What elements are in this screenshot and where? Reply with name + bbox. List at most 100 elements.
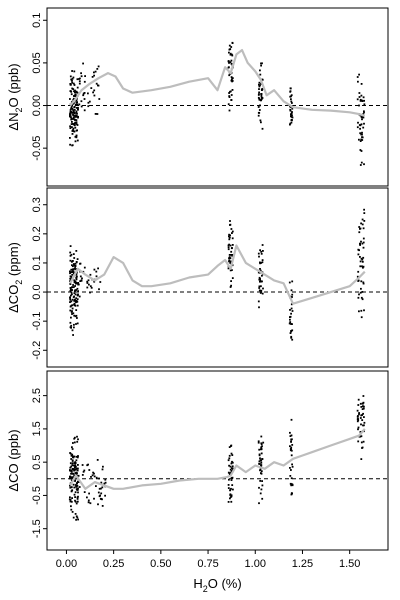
- data-point: [73, 323, 75, 326]
- data-point: [359, 291, 362, 294]
- data-point: [260, 452, 263, 455]
- data-point: [259, 249, 261, 252]
- data-point: [71, 497, 73, 499]
- data-point: [289, 95, 292, 98]
- data-point: [258, 255, 260, 258]
- data-point: [227, 487, 230, 489]
- data-point: [228, 478, 230, 481]
- data-point: [78, 486, 81, 488]
- data-point: [77, 518, 79, 521]
- data-point: [75, 119, 78, 121]
- data-point: [69, 301, 71, 303]
- data-point: [363, 99, 365, 102]
- data-point: [258, 289, 261, 292]
- data-point: [69, 125, 71, 128]
- data-point: [77, 283, 80, 286]
- data-point: [69, 98, 71, 100]
- data-point: [99, 494, 101, 497]
- data-point: [100, 481, 103, 484]
- data-point: [362, 116, 365, 119]
- data-point: [72, 456, 75, 459]
- x-tick-label: 0.00: [56, 558, 77, 570]
- data-point: [73, 118, 76, 121]
- x-tick-label: 0.50: [150, 558, 171, 570]
- data-point: [261, 88, 264, 90]
- data-point: [73, 326, 75, 329]
- data-point: [290, 477, 293, 480]
- data-point: [231, 465, 234, 468]
- plot-frame: [46, 187, 389, 368]
- data-point: [228, 446, 231, 448]
- data-point: [290, 449, 293, 452]
- data-point: [70, 500, 73, 503]
- data-point: [76, 500, 79, 503]
- data-point: [69, 109, 72, 111]
- y-tick-label: 0.0: [31, 284, 43, 299]
- plot-frame: [46, 370, 389, 551]
- data-point: [357, 415, 359, 417]
- data-point: [357, 253, 360, 256]
- data-point: [74, 480, 76, 482]
- data-point: [86, 282, 89, 284]
- data-point: [357, 398, 360, 401]
- data-point: [230, 495, 233, 498]
- data-point: [86, 280, 89, 283]
- data-point: [77, 464, 79, 466]
- data-point: [70, 78, 73, 81]
- data-point: [261, 127, 264, 130]
- data-point: [72, 483, 75, 486]
- data-point: [230, 284, 232, 287]
- data-point: [290, 446, 293, 449]
- data-point: [72, 109, 75, 112]
- data-point: [289, 309, 291, 311]
- data-point: [75, 277, 78, 279]
- panels: -0.05 0.00 0.05 0.1 ΔN2O (ppb) -0.2 -0.1 0.0 0.1…: [6, 7, 389, 594]
- data-point: [76, 298, 79, 301]
- data-point: [80, 72, 82, 75]
- data-point: [76, 304, 79, 307]
- data-point: [79, 77, 81, 80]
- data-point: [77, 438, 79, 441]
- data-point: [361, 131, 363, 134]
- data-point: [231, 454, 234, 456]
- data-point: [231, 53, 233, 56]
- data-point: [289, 475, 292, 477]
- data-point: [291, 114, 293, 117]
- data-point: [228, 95, 231, 97]
- data-point: [361, 298, 364, 301]
- data-point: [230, 99, 233, 101]
- data-point: [229, 220, 231, 222]
- data-point: [261, 274, 263, 277]
- data-point: [290, 113, 292, 116]
- data-point: [229, 61, 232, 64]
- data-point: [260, 64, 262, 67]
- data-point: [363, 111, 365, 114]
- data-point: [77, 491, 79, 494]
- data-point: [98, 487, 101, 490]
- data-point: [260, 250, 263, 253]
- data-point: [69, 476, 71, 478]
- data-point: [77, 282, 80, 284]
- data-point: [71, 462, 74, 465]
- data-point: [361, 419, 364, 421]
- data-point: [289, 467, 291, 469]
- data-point: [230, 250, 233, 253]
- data-point: [70, 326, 72, 329]
- data-point: [80, 75, 83, 78]
- data-point: [231, 42, 234, 44]
- data-point: [230, 445, 232, 447]
- data-point: [363, 405, 365, 408]
- data-point: [83, 491, 86, 493]
- data-point: [356, 420, 359, 423]
- data-point: [356, 98, 359, 101]
- data-point: [260, 83, 262, 85]
- data-point: [69, 110, 72, 113]
- data-point: [78, 82, 81, 85]
- data-point: [363, 122, 365, 125]
- data-point: [228, 44, 231, 47]
- data-point: [72, 265, 74, 268]
- data-point: [260, 289, 263, 292]
- data-point: [76, 287, 79, 290]
- data-point: [290, 307, 293, 310]
